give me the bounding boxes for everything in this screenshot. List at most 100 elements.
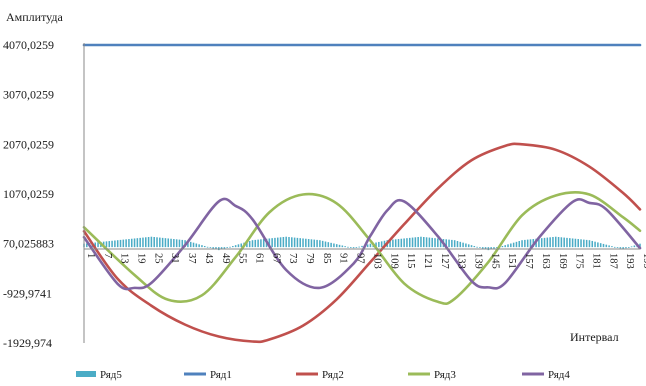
bar-Ряд5 xyxy=(445,239,448,248)
bar-Ряд5 xyxy=(417,237,419,248)
y-tick-label: 2070,0259 xyxy=(3,137,54,151)
bar-Ряд5 xyxy=(296,237,299,248)
x-tick-labels: 1 7 13 19 25 31 37 43 49 55 61 67 73 79 85 91 97 103 109 11… xyxy=(85,253,646,269)
bar-Ряд5 xyxy=(139,237,141,248)
bar-Ряд5 xyxy=(116,240,119,248)
bar-Ряд5 xyxy=(274,237,276,248)
bar-Ряд5 xyxy=(285,236,287,248)
x-tick-label: 181 xyxy=(590,253,601,269)
bar-Ряд5 xyxy=(226,247,228,248)
y-tick-label: 4070,0259 xyxy=(3,38,54,52)
x-tick-label: 163 xyxy=(540,253,551,269)
bar-Ряд5 xyxy=(111,240,113,248)
bar-Ряд5 xyxy=(254,239,257,248)
bar-Ряд5 xyxy=(164,238,167,248)
x-tick-label: 19 xyxy=(136,253,147,264)
bar-Ряд5 xyxy=(260,239,262,248)
bar-Ряд5 xyxy=(347,246,349,248)
bar-Ряд5 xyxy=(335,244,338,248)
bar-Ряд5 xyxy=(481,247,484,249)
x-axis-title: Интервал xyxy=(570,330,619,344)
bar-Ряд5 xyxy=(428,237,431,248)
x-tick-label: 31 xyxy=(169,253,180,264)
bar-Ряд5 xyxy=(397,239,400,248)
x-tick-label: 139 xyxy=(473,253,484,269)
bar-Ряд5 xyxy=(220,247,223,250)
x-tick-label: 73 xyxy=(287,253,298,264)
bar-Ряд5 xyxy=(293,237,296,248)
bar-Ряд5 xyxy=(187,241,189,248)
bar-Ряд5 xyxy=(279,237,282,248)
bar-Ряд5 xyxy=(639,243,641,248)
bar-Ряд5 xyxy=(229,246,231,248)
bar-Ряд5 xyxy=(597,242,599,248)
bar-Ряд5 xyxy=(383,240,386,248)
x-tick-label: 7 xyxy=(102,253,113,258)
bar-Ряд5 xyxy=(423,237,425,248)
bar-Ряд5 xyxy=(173,239,175,248)
bar-Ряд5 xyxy=(580,239,582,248)
bar-Ряд5 xyxy=(571,238,574,248)
x-tick-label: 109 xyxy=(388,253,399,269)
legend-label: Ряд4 xyxy=(548,369,570,381)
bar-Ряд5 xyxy=(234,245,237,248)
bar-Ряд5 xyxy=(420,236,422,248)
bar-Ряд5 xyxy=(156,237,158,248)
bar-Ряд5 xyxy=(546,237,549,248)
bar-Ряд5 xyxy=(237,244,240,248)
y-tick-label: -929,9741 xyxy=(3,286,52,300)
x-tick-label: 25 xyxy=(152,253,163,264)
bar-series-group xyxy=(83,236,641,251)
y-tick-label: 1070,0259 xyxy=(3,187,54,201)
bar-Ряд5 xyxy=(375,242,377,248)
bar-Ряд5 xyxy=(198,244,200,248)
bar-Ряд5 xyxy=(338,244,341,248)
bar-Ряд5 xyxy=(114,240,116,248)
bar-Ряд5 xyxy=(251,240,254,248)
bar-Ряд5 xyxy=(425,237,428,248)
bar-Ряд5 xyxy=(462,242,464,248)
x-tick-label: 157 xyxy=(523,253,534,269)
bar-Ряд5 xyxy=(529,239,532,248)
bar-Ряд5 xyxy=(203,245,206,248)
bar-Ряд5 xyxy=(212,247,214,249)
bar-Ряд5 xyxy=(201,245,203,248)
bar-Ряд5 xyxy=(515,241,518,248)
bar-Ряд5 xyxy=(153,237,155,248)
x-tick-label: 61 xyxy=(253,253,264,264)
bar-Ряд5 xyxy=(619,247,622,249)
x-tick-label: 151 xyxy=(506,253,517,269)
legend-label: Ряд3 xyxy=(434,369,456,381)
x-tick-label: 97 xyxy=(355,253,366,264)
bar-Ряд5 xyxy=(389,239,391,248)
bar-Ряд5 xyxy=(400,238,403,248)
bar-Ряд5 xyxy=(105,241,108,248)
bar-Ряд5 xyxy=(175,239,178,248)
bar-Ряд5 xyxy=(459,241,462,248)
bar-Ряд5 xyxy=(178,239,181,248)
bar-Ряд5 xyxy=(526,239,529,248)
bar-Ряд5 xyxy=(560,237,563,248)
bar-Ряд5 xyxy=(291,237,293,248)
bar-Ряд5 xyxy=(341,245,344,248)
bar-Ряд5 xyxy=(613,246,616,248)
bar-Ряд5 xyxy=(206,246,209,248)
bar-Ряд5 xyxy=(170,238,172,248)
bar-Ряд5 xyxy=(159,237,161,248)
legend-label: Ряд1 xyxy=(210,369,232,381)
bar-Ряд5 xyxy=(223,247,226,249)
bar-Ряд5 xyxy=(394,239,397,248)
bar-Ряд5 xyxy=(493,247,495,249)
line-series-group xyxy=(82,43,642,344)
bar-Ряд5 xyxy=(451,239,453,248)
bar-Ряд5 xyxy=(94,242,96,248)
bar-Ряд5 xyxy=(262,239,265,248)
x-tick-label: 1 xyxy=(85,253,96,258)
x-tick-label: 37 xyxy=(186,253,197,264)
bar-Ряд5 xyxy=(307,239,310,248)
x-tick-label: 133 xyxy=(456,253,467,269)
bar-Ряд5 xyxy=(470,245,473,248)
bar-Ряд5 xyxy=(625,247,627,249)
